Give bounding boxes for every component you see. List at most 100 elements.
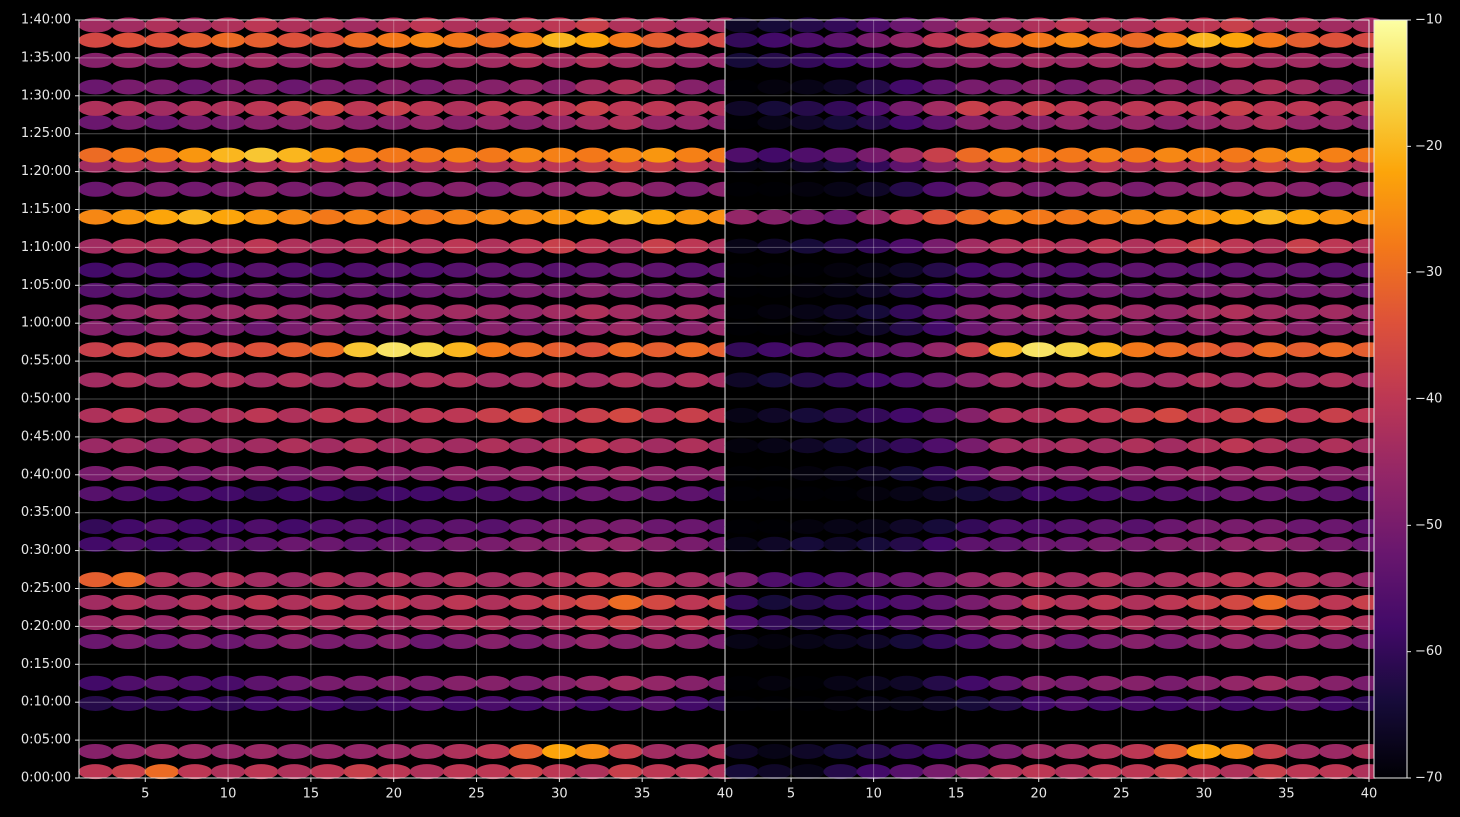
cell [1318, 615, 1354, 631]
cell [310, 675, 345, 691]
cell [277, 262, 312, 278]
cell [78, 438, 113, 454]
cell [1087, 675, 1122, 691]
cell [674, 372, 710, 388]
cell [1285, 536, 1321, 552]
cell [757, 342, 792, 358]
cell [1021, 282, 1056, 298]
cell [922, 743, 957, 759]
colorbar-tick-label: −50 [1415, 518, 1442, 533]
cell [177, 100, 213, 116]
cell [343, 615, 378, 631]
cell [823, 304, 858, 320]
cell [509, 52, 544, 68]
cell [1087, 594, 1122, 610]
cell [343, 147, 378, 163]
y-tick-label: 0:10:00 [21, 695, 71, 710]
cell [757, 100, 792, 116]
cell [1087, 79, 1122, 95]
y-tick-label: 1:00:00 [21, 316, 71, 331]
cell [641, 615, 676, 631]
cell [310, 304, 345, 320]
cell [1153, 634, 1189, 650]
cell [277, 743, 312, 759]
cell [674, 572, 710, 588]
cell [442, 438, 478, 454]
cell [542, 282, 577, 298]
cell [144, 572, 180, 588]
cell [1285, 342, 1321, 358]
cell [1252, 52, 1288, 68]
cell [177, 209, 213, 225]
cell [1285, 764, 1321, 780]
cell [243, 181, 279, 197]
cell [243, 32, 279, 48]
cell [1219, 209, 1255, 225]
cell [509, 209, 544, 225]
cell [177, 52, 213, 68]
cell [210, 407, 246, 423]
cell [641, 304, 676, 320]
cell [641, 238, 676, 254]
cell [310, 438, 345, 454]
cell [1120, 181, 1155, 197]
cell [1120, 695, 1155, 711]
cell [1285, 634, 1321, 650]
cell [78, 764, 113, 780]
cell [1153, 764, 1189, 780]
cell [442, 764, 478, 780]
cell [757, 438, 792, 454]
cell [674, 52, 710, 68]
cell [955, 238, 990, 254]
cell [757, 764, 792, 780]
cell [988, 536, 1023, 552]
cell [988, 100, 1023, 116]
cell [674, 519, 710, 535]
cell [343, 262, 378, 278]
cell [277, 238, 312, 254]
cell [922, 536, 957, 552]
cell [144, 486, 180, 502]
cell [674, 486, 710, 502]
cell [1186, 79, 1222, 95]
cell [475, 114, 511, 130]
cell [823, 675, 858, 691]
cell [475, 320, 511, 336]
cell [608, 32, 643, 48]
cell [1318, 536, 1354, 552]
cell [889, 675, 924, 691]
cell [243, 407, 279, 423]
cell [310, 466, 345, 482]
cell [823, 764, 858, 780]
cell [78, 572, 113, 588]
cell [277, 407, 312, 423]
cell [608, 342, 643, 358]
cell [277, 466, 312, 482]
cell [1120, 675, 1155, 691]
cell [1219, 79, 1255, 95]
cell [575, 181, 610, 197]
cell [922, 79, 957, 95]
cell [1087, 181, 1122, 197]
cell [1021, 114, 1056, 130]
cell [1021, 209, 1056, 225]
cell [210, 486, 246, 502]
cell [1153, 209, 1189, 225]
cell [988, 764, 1023, 780]
cell [889, 486, 924, 502]
cell [641, 181, 676, 197]
cell [955, 147, 990, 163]
cell [955, 100, 990, 116]
y-tick-label: 1:20:00 [21, 164, 71, 179]
cell [111, 17, 146, 33]
cell [509, 282, 544, 298]
cell [1021, 615, 1056, 631]
cell [1021, 320, 1056, 336]
cell [409, 52, 445, 68]
cell [988, 407, 1023, 423]
cell [177, 486, 213, 502]
cell [111, 615, 146, 631]
cell [409, 238, 445, 254]
cell [1054, 181, 1089, 197]
cell [144, 764, 180, 780]
